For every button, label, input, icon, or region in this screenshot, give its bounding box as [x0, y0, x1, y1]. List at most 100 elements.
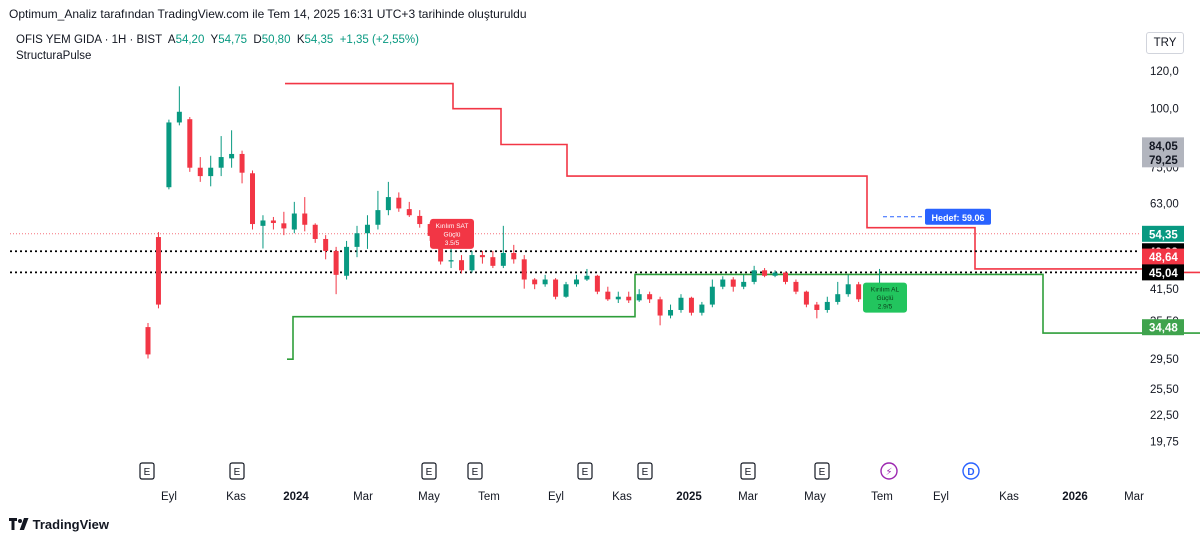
candle-body — [270, 220, 276, 223]
candle — [626, 291, 632, 303]
candle-body — [877, 286, 883, 295]
candle-body — [250, 173, 256, 225]
event-letter: E — [582, 467, 589, 478]
x-tick-label: May — [804, 491, 826, 503]
price-badge-label: 84,05 — [1149, 141, 1178, 153]
candle — [344, 240, 350, 280]
candle — [762, 268, 768, 278]
price-badge-box — [1142, 264, 1184, 281]
candle-body — [417, 215, 423, 225]
candle — [500, 225, 506, 269]
close-label: K — [296, 34, 305, 46]
candle-body — [500, 252, 506, 266]
candle — [385, 181, 391, 216]
price-badge-label: 45,04 — [1149, 268, 1178, 280]
candle — [605, 286, 611, 301]
candle-body — [208, 167, 214, 177]
candle — [553, 278, 559, 300]
earnings-event-icon: E — [467, 462, 483, 480]
candle-body — [166, 122, 172, 188]
candle — [312, 223, 318, 243]
candle — [563, 281, 569, 298]
candle — [469, 250, 475, 273]
currency-button[interactable]: TRY — [1146, 32, 1184, 54]
candle — [657, 296, 663, 326]
candle-body — [615, 296, 621, 300]
candle — [856, 281, 862, 302]
support-step-line — [287, 273, 1200, 360]
candle — [448, 244, 454, 269]
price-badge-box — [1142, 319, 1184, 336]
event-markers: E E E E E E E E ⚡ D — [139, 462, 980, 480]
event-letter: E — [819, 467, 826, 478]
candle — [835, 281, 841, 305]
candle-body — [187, 119, 193, 168]
candle — [145, 322, 151, 359]
candle-body — [197, 167, 203, 177]
price-badge-box — [1142, 243, 1184, 260]
x-tick-label: Mar — [1124, 491, 1144, 503]
price-badge-box — [1142, 225, 1184, 242]
candle-body — [824, 301, 830, 310]
candle-body — [594, 275, 600, 292]
candle-body — [469, 255, 475, 271]
candle-body — [741, 281, 747, 287]
candle — [688, 296, 694, 316]
candle — [427, 222, 433, 241]
candle — [573, 274, 579, 287]
candle — [250, 170, 256, 230]
event-letter: E — [642, 467, 649, 478]
footer-brand: TradingView — [9, 517, 109, 537]
candle-body — [333, 250, 339, 275]
x-axis: Eyl Kas 2024 Mar May Tem Eyl Kas 2025 Mar May Tem Ey… — [161, 491, 1144, 503]
candle — [709, 279, 715, 308]
x-tick-label: Eyl — [933, 491, 949, 503]
candle — [260, 215, 266, 249]
candle — [218, 136, 224, 177]
candle-body — [438, 235, 444, 262]
top-caption-bar: Optimum_Analiz tarafından TradingView.co… — [0, 0, 1200, 28]
event-box — [814, 462, 830, 480]
indicator-name[interactable]: StructuraPulse — [16, 50, 92, 62]
candle-body — [145, 327, 151, 355]
candle-body — [866, 294, 872, 300]
y-tick-label: 19,75 — [1150, 437, 1179, 449]
candle — [772, 270, 778, 278]
x-tick-label: Kas — [226, 491, 246, 503]
x-tick-label: Kas — [612, 491, 632, 503]
price-badge-label: 49,92 — [1149, 247, 1178, 259]
candle-body — [856, 284, 862, 300]
signal-text: Kırılım SAT — [436, 223, 469, 230]
event-letter: E — [234, 467, 241, 478]
symbol-label[interactable]: OFIS YEM GIDA · 1H · BIST — [16, 34, 163, 46]
candle — [396, 192, 402, 212]
candle — [459, 255, 465, 274]
candle — [270, 216, 276, 230]
y-tick-label: 29,50 — [1150, 354, 1179, 366]
candle — [793, 279, 799, 295]
candle-body — [803, 291, 809, 305]
tradingview-logo-icon — [9, 518, 29, 533]
event-glyph: ⚡ — [885, 467, 892, 478]
candle — [208, 155, 214, 187]
candle — [375, 190, 381, 230]
x-tick-label: 2025 — [676, 491, 702, 503]
candle — [751, 265, 757, 285]
footer-brand-label: TradingView — [32, 517, 109, 532]
candle-body — [281, 223, 287, 229]
price-badge-box — [1142, 151, 1184, 168]
candle-body — [302, 213, 308, 225]
candle-body — [448, 260, 454, 262]
y-tick-label: 25,50 — [1150, 384, 1179, 396]
signal-text: Güçlü — [877, 295, 894, 302]
candle — [782, 271, 788, 285]
price-badge: 45,04 — [1142, 264, 1184, 281]
candle-body — [490, 257, 496, 266]
event-letter: E — [745, 467, 752, 478]
high-label: Y — [210, 34, 219, 46]
candle-body — [678, 297, 684, 310]
event-letter: E — [426, 467, 433, 478]
y-axis: 120,0 100,0 75,00 63,00 41,50 35,50 29,50 25,50… — [1142, 66, 1184, 449]
